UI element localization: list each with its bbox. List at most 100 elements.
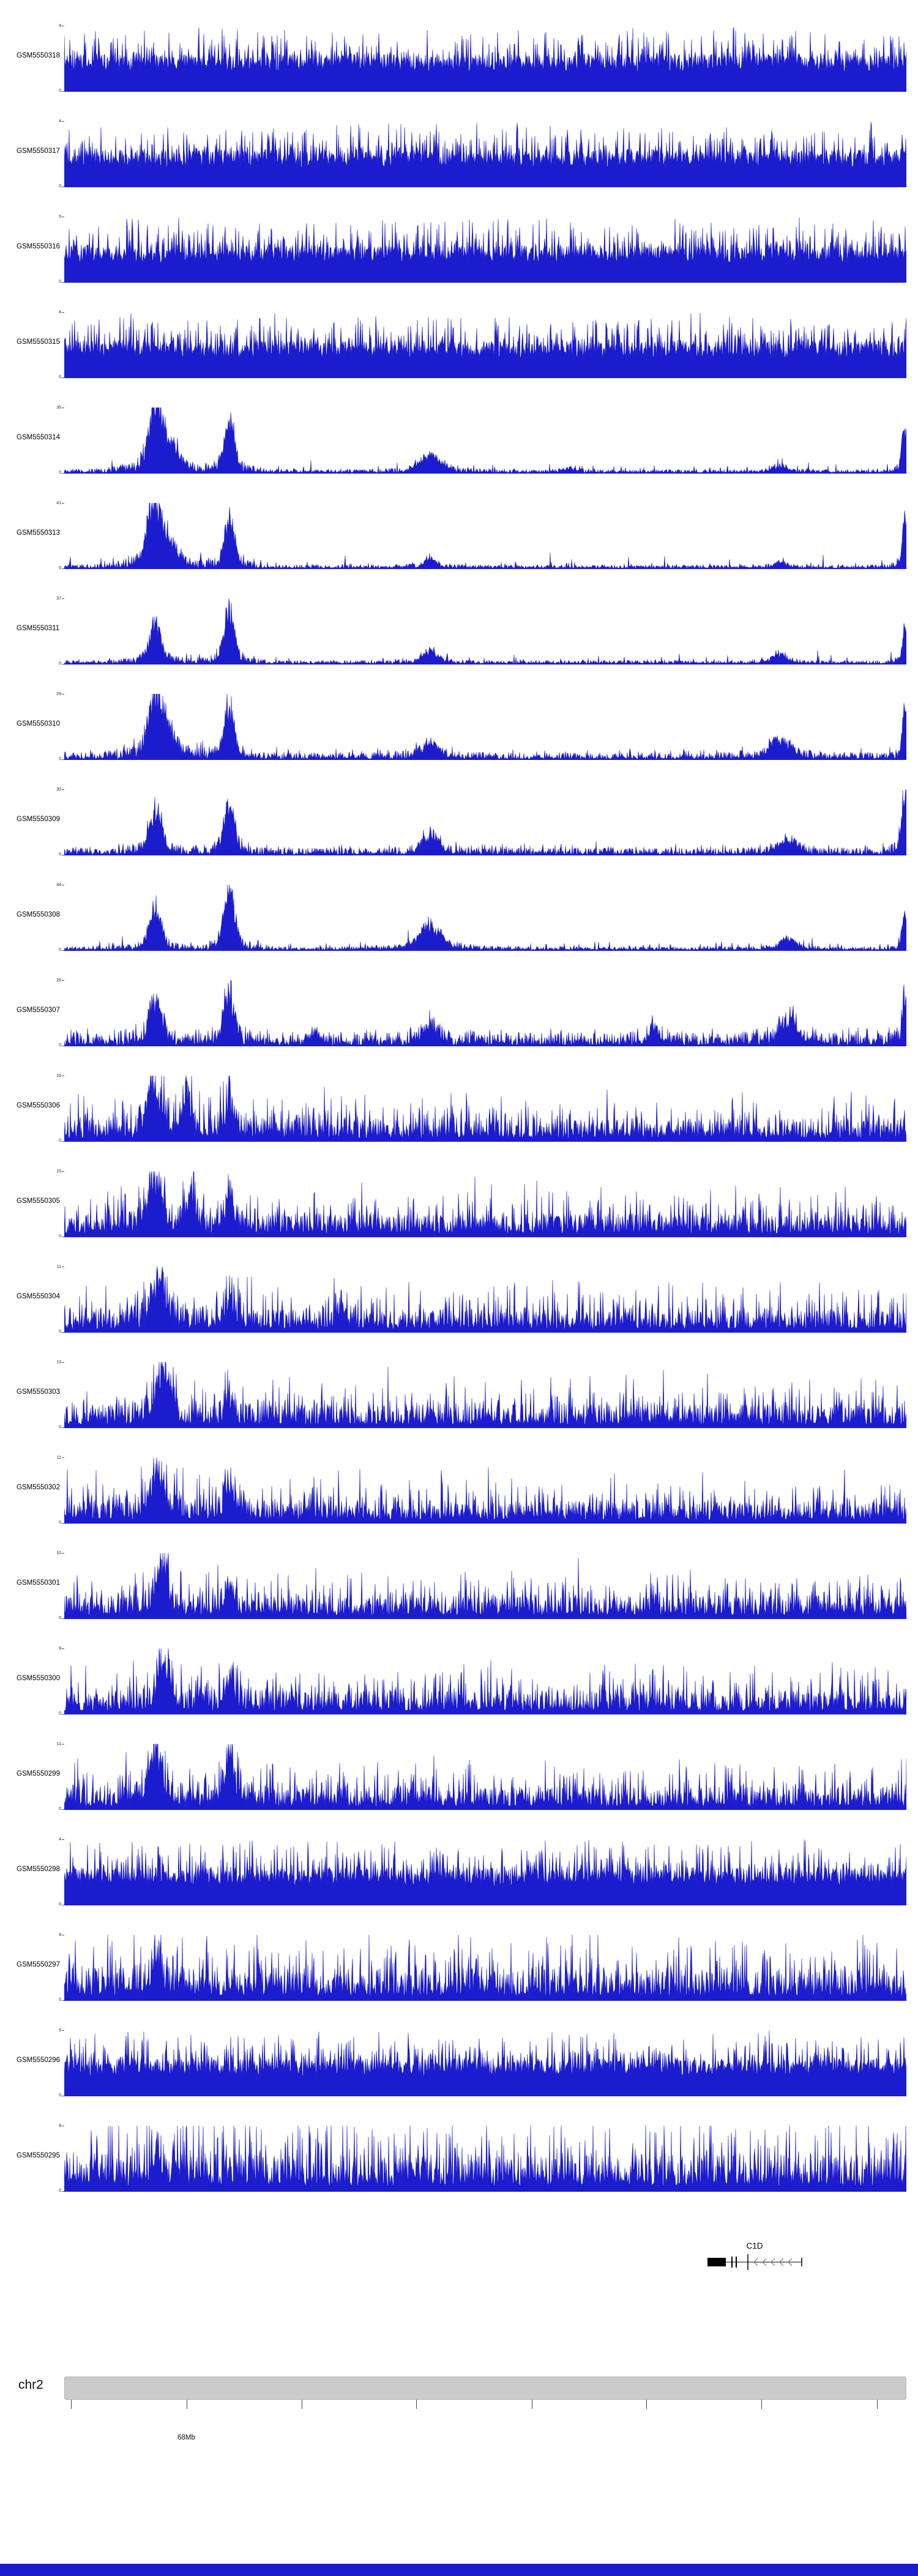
y-axis-min-label: 0 bbox=[59, 1807, 61, 1811]
track-label: GSM5550309 bbox=[17, 816, 60, 823]
y-axis-min-label: 0 bbox=[59, 1902, 61, 1907]
y-axis-max-label: 8 bbox=[59, 2124, 61, 2128]
track-row-gsm5550301: GSM5550301 10 0 bbox=[0, 1546, 918, 1641]
track-plot[interactable]: 4 0 bbox=[59, 310, 906, 379]
track-row-gsm5550305: GSM5550305 10 0 bbox=[0, 1164, 918, 1259]
signal-area-plot bbox=[64, 313, 906, 378]
track-label: GSM5550300 bbox=[17, 1675, 60, 1682]
track-plot[interactable]: 13 0 bbox=[56, 1360, 906, 1429]
signal-area-plot bbox=[64, 1839, 906, 1905]
y-axis-min-label: 0 bbox=[59, 757, 61, 761]
y-axis-bottom-tick bbox=[62, 759, 64, 760]
y-axis-max-label: 30 bbox=[56, 787, 61, 792]
y-axis-min-label: 0 bbox=[59, 2093, 61, 2098]
track-plot[interactable]: 11 0 bbox=[57, 1456, 906, 1525]
track-plot[interactable]: 10 0 bbox=[56, 1169, 906, 1238]
track-plot[interactable]: 30 0 bbox=[56, 787, 906, 857]
strand-arrow-left-icon bbox=[771, 2258, 775, 2266]
y-axis-min-label: 0 bbox=[59, 1425, 61, 1429]
y-axis-min-label: 0 bbox=[59, 1521, 61, 1525]
track-row-gsm5550317: GSM5550317 4 0 bbox=[0, 114, 918, 209]
y-axis-max-label: 20 bbox=[56, 978, 61, 983]
track-plot[interactable]: 41 0 bbox=[56, 501, 906, 570]
track-plot[interactable]: 35 0 bbox=[56, 406, 906, 475]
track-row-gsm5550296: GSM5550296 5 0 bbox=[0, 2023, 918, 2118]
y-axis-min-label: 0 bbox=[59, 2189, 61, 2193]
track-label: GSM5550311 bbox=[17, 625, 60, 632]
y-axis-max-label: 4 bbox=[59, 1837, 61, 1842]
track-plot[interactable]: 5 0 bbox=[59, 215, 906, 284]
track-row-gsm5550316: GSM5550316 5 0 bbox=[0, 209, 918, 305]
track-plot[interactable]: 10 0 bbox=[56, 1551, 906, 1620]
y-axis-top-tick bbox=[62, 1457, 64, 1458]
gene-annotation: C1D bbox=[703, 2241, 807, 2276]
y-axis-bottom-tick bbox=[62, 1332, 64, 1333]
track-plot[interactable]: 5 0 bbox=[59, 2028, 906, 2098]
track-label: GSM5550307 bbox=[17, 1007, 60, 1014]
track-plot[interactable]: 29 0 bbox=[56, 692, 906, 761]
track-label: GSM5550316 bbox=[17, 243, 60, 250]
y-axis-max-label: 37 bbox=[56, 597, 61, 601]
chromosome-label: chr2 bbox=[18, 2378, 43, 2392]
y-axis-max-label: 13 bbox=[56, 1360, 61, 1364]
gene-model bbox=[707, 2254, 802, 2270]
track-row-gsm5550302: GSM5550302 11 0 bbox=[0, 1450, 918, 1546]
track-label: GSM5550306 bbox=[17, 1102, 60, 1109]
y-axis-bottom-tick bbox=[62, 1618, 64, 1619]
signal-area-plot bbox=[64, 1457, 906, 1524]
y-axis-max-label: 11 bbox=[56, 1742, 61, 1746]
signal-area-plot bbox=[64, 1267, 906, 1333]
signal-area-plot bbox=[64, 1935, 906, 2001]
signal-area-plot bbox=[64, 1076, 906, 1142]
track-plot[interactable]: 20 0 bbox=[56, 978, 906, 1048]
chromosome-ideogram[interactable] bbox=[64, 2377, 906, 2400]
strand-arrow-left-icon bbox=[753, 2258, 758, 2266]
y-axis-max-label: 9 bbox=[59, 1647, 61, 1651]
y-axis-top-tick bbox=[62, 1553, 64, 1554]
track-label: GSM5550313 bbox=[17, 529, 60, 537]
track-plot[interactable]: 4 0 bbox=[59, 1837, 906, 1907]
track-row-gsm5550318: GSM5550318 4 0 bbox=[0, 18, 918, 114]
y-axis-max-label: 35 bbox=[56, 406, 61, 410]
signal-area-plot bbox=[64, 1744, 906, 1810]
track-label: GSM5550304 bbox=[17, 1293, 60, 1300]
track-plot[interactable]: 11 0 bbox=[57, 1742, 906, 1811]
ruler-tick bbox=[761, 2400, 763, 2409]
track-plot[interactable]: 9 0 bbox=[59, 1933, 906, 2002]
y-axis-min-label: 0 bbox=[59, 471, 61, 475]
signal-area-plot bbox=[64, 1648, 906, 1714]
track-plot[interactable]: 4 0 bbox=[59, 24, 906, 93]
signal-area-plot bbox=[64, 1362, 906, 1428]
track-label: GSM5550298 bbox=[17, 1866, 60, 1873]
track-plot[interactable]: 8 0 bbox=[59, 2124, 906, 2193]
y-axis-max-label: 44 bbox=[56, 883, 61, 887]
track-plot[interactable]: 11 0 bbox=[57, 1265, 906, 1334]
y-axis-max-label: 11 bbox=[56, 1265, 61, 1269]
track-label: GSM5550305 bbox=[17, 1197, 60, 1205]
track-plot[interactable]: 44 0 bbox=[56, 883, 906, 952]
y-axis-min-label: 0 bbox=[59, 280, 61, 284]
y-axis-bottom-tick bbox=[62, 1141, 64, 1142]
track-plot[interactable]: 9 0 bbox=[59, 1647, 906, 1716]
y-axis-bottom-tick bbox=[62, 568, 64, 569]
y-axis-min-label: 0 bbox=[59, 852, 61, 857]
strand-arrow-left-icon bbox=[779, 2258, 784, 2266]
signal-area-plot bbox=[64, 503, 906, 569]
y-axis-top-tick bbox=[62, 980, 64, 981]
signal-area-plot bbox=[64, 1171, 906, 1237]
track-row-gsm5550300: GSM5550300 9 0 bbox=[0, 1641, 918, 1737]
ruler-tick bbox=[71, 2400, 72, 2409]
y-axis-top-tick bbox=[62, 789, 64, 790]
y-axis-min-label: 0 bbox=[59, 1711, 61, 1716]
track-row-gsm5550295: GSM5550295 8 0 bbox=[0, 2118, 918, 2214]
signal-area-plot bbox=[64, 27, 906, 92]
track-plot[interactable]: 37 0 bbox=[56, 597, 906, 666]
track-row-gsm5550298: GSM5550298 4 0 bbox=[0, 1832, 918, 1927]
track-plot[interactable]: 4 0 bbox=[59, 119, 906, 188]
track-plot[interactable]: 10 0 bbox=[56, 1074, 906, 1143]
track-row-gsm5550309: GSM5550309 30 0 bbox=[0, 782, 918, 877]
signal-area-plot bbox=[64, 408, 906, 474]
y-axis-max-label: 4 bbox=[59, 310, 61, 315]
track-label: GSM5550299 bbox=[17, 1770, 60, 1778]
y-axis-max-label: 5 bbox=[59, 215, 61, 219]
